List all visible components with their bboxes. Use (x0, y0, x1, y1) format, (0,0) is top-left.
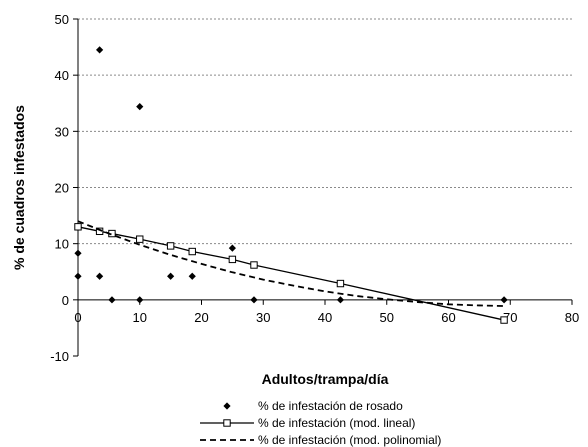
data-point (74, 249, 82, 257)
x-tick-label: 0 (74, 310, 81, 325)
x-tick-label: 30 (256, 310, 270, 325)
y-tick-label: 0 (62, 293, 69, 308)
data-point (250, 261, 258, 269)
legend-label: % de infestación (mod. lineal) (258, 416, 415, 430)
data-point (188, 247, 196, 256)
data-point (136, 235, 144, 243)
series-line (77, 226, 505, 321)
legend-item-1: % de infestación (mod. lineal) (200, 416, 415, 430)
data-point (500, 296, 508, 304)
x-axis-title: Adultos/trampa/día (262, 371, 389, 387)
y-tick-label: -10 (50, 349, 69, 364)
data-point (166, 242, 175, 250)
legend-label: % de infestación de rosado (258, 399, 403, 413)
data-point (250, 296, 258, 304)
legend-marker (223, 419, 231, 427)
data-point (74, 272, 82, 280)
data-point (136, 296, 144, 304)
x-tick-label: 10 (133, 310, 147, 325)
y-tick-label: 50 (55, 12, 69, 27)
data-point (96, 272, 104, 280)
gridlines (78, 18, 572, 245)
series-2 (77, 220, 505, 307)
data-point (96, 46, 104, 54)
series (74, 46, 508, 324)
data-point (167, 272, 175, 280)
x-tick-label: 20 (194, 310, 208, 325)
legend-item-0: % de infestación de rosado (223, 399, 403, 413)
data-point (108, 296, 116, 304)
legend-label: % de infestación (mod. polinomial) (258, 433, 441, 447)
data-point (188, 272, 196, 280)
y-tick-label: 30 (55, 124, 69, 139)
axis-labels: Adultos/trampa/día % de cuadros infestado… (11, 105, 389, 387)
legend-item-2: % de infestación (mod. polinomial) (200, 433, 441, 447)
series-1 (74, 223, 508, 324)
legend: % de infestación de rosado % de infestaci… (200, 399, 441, 447)
x-tick-label: 50 (380, 310, 394, 325)
series-line (77, 220, 505, 307)
x-tick-label: 80 (565, 310, 579, 325)
data-point (228, 255, 237, 264)
data-point (95, 227, 104, 236)
data-point (336, 296, 345, 304)
data-point (228, 244, 236, 252)
y-axis-title: % de cuadros infestados (11, 105, 27, 270)
y-tick-label: 10 (55, 237, 69, 252)
data-point (136, 103, 144, 111)
series-0 (74, 46, 508, 304)
data-point (74, 223, 82, 231)
legend-marker (223, 402, 231, 410)
x-tick-label: 40 (318, 310, 332, 325)
data-point (500, 316, 508, 324)
y-tick-label: 40 (55, 68, 69, 83)
y-tick-label: 20 (55, 181, 69, 196)
data-point (336, 279, 345, 288)
x-tick-label: 60 (441, 310, 455, 325)
